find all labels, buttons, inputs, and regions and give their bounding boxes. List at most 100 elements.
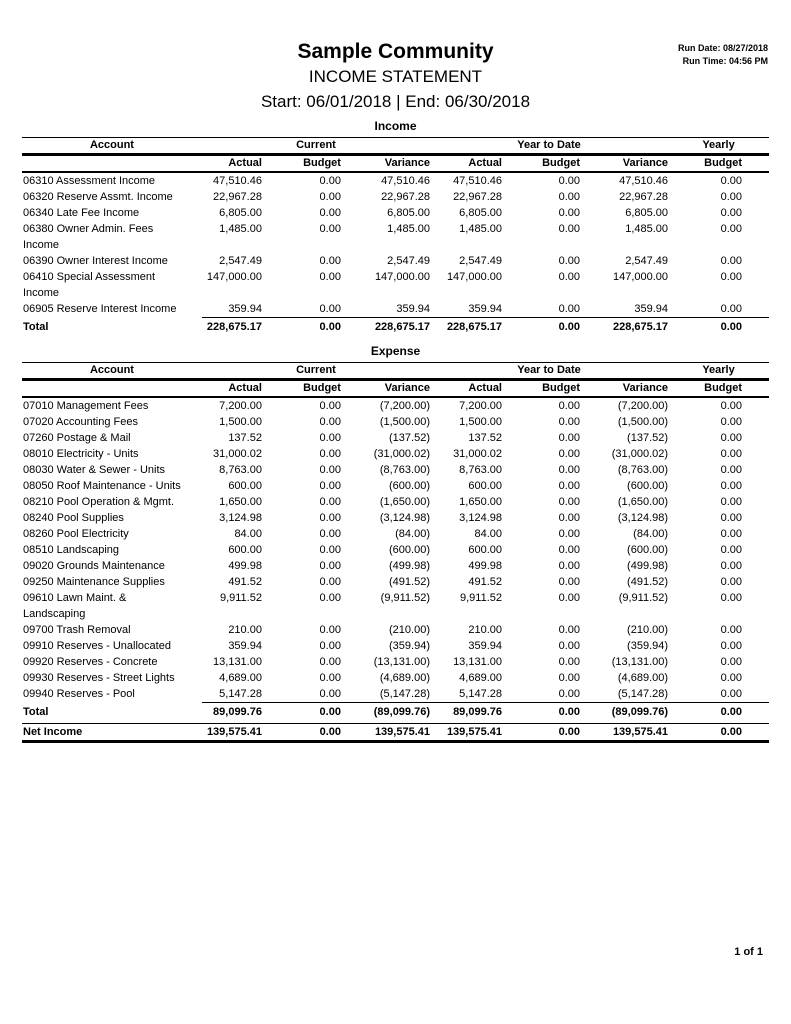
value-cell: (5,147.28) bbox=[617, 688, 669, 700]
value-cell: (359.94) bbox=[627, 640, 669, 652]
value-cell: 210.00 bbox=[228, 624, 262, 636]
table-row: 06390 Owner Interest Income 2,547.49 0.00 2… bbox=[22, 253, 769, 269]
total-value-cell: 228,675.17 bbox=[340, 317, 430, 338]
account-cell: 09020 Grounds Maintenance bbox=[22, 560, 165, 572]
value-cell: (4,689.00) bbox=[617, 672, 669, 684]
page-number: 1 of 1 bbox=[734, 946, 763, 958]
value-cell: 31,000.02 bbox=[453, 448, 502, 460]
value-cell: 0.00 bbox=[319, 624, 341, 636]
value-cell: 0.00 bbox=[720, 175, 743, 187]
value-cell: 359.94 bbox=[468, 303, 502, 315]
value-cell: (3,124.98) bbox=[617, 512, 669, 524]
account-cell: 06340 Late Fee Income bbox=[22, 207, 140, 219]
value-cell: 0.00 bbox=[319, 191, 341, 203]
value-cell: 22,967.28 bbox=[619, 191, 669, 203]
value-cell: 0.00 bbox=[720, 303, 743, 315]
value-cell: 0.00 bbox=[720, 480, 743, 492]
value-cell: 0.00 bbox=[720, 416, 743, 428]
value-cell: 0.00 bbox=[558, 416, 580, 428]
group-header-row: Account Current Year to Date Yearly bbox=[21, 362, 770, 381]
value-cell: 0.00 bbox=[319, 400, 341, 412]
table-row: 07020 Accounting Fees 1,500.00 0.00 (1,500.… bbox=[22, 414, 769, 430]
value-cell: 1,485.00 bbox=[219, 223, 262, 235]
value-cell: 0.00 bbox=[720, 432, 743, 444]
value-cell: 1,650.00 bbox=[459, 496, 502, 508]
account-cell: 09700 Trash Removal bbox=[22, 624, 131, 636]
value-cell: (499.98) bbox=[627, 560, 669, 572]
value-cell: 499.98 bbox=[228, 560, 262, 572]
table-row: 09020 Grounds Maintenance 499.98 0.00 (499.… bbox=[22, 558, 769, 574]
value-cell: 0.00 bbox=[319, 576, 341, 588]
value-cell: (7,200.00) bbox=[379, 400, 430, 412]
col-header-budget-yearly: Budget bbox=[668, 379, 770, 398]
value-cell: 0.00 bbox=[720, 640, 743, 652]
value-cell: 3,124.98 bbox=[219, 512, 262, 524]
value-cell: 0.00 bbox=[558, 480, 580, 492]
expense-table: Account Current Year to Date Yearly Actu… bbox=[21, 362, 770, 723]
value-cell: 5,147.28 bbox=[219, 688, 262, 700]
account-cell: 08240 Pool Supplies bbox=[22, 512, 124, 524]
value-cell: 0.00 bbox=[720, 560, 743, 572]
value-cell: 0.00 bbox=[319, 303, 341, 315]
value-cell: 0.00 bbox=[720, 464, 743, 476]
value-cell: 0.00 bbox=[558, 400, 580, 412]
total-value-cell: 0.00 bbox=[261, 317, 341, 338]
table-row: 09250 Maintenance Supplies 491.52 0.00 (491… bbox=[22, 574, 769, 590]
col-header-budget-yearly: Budget bbox=[668, 154, 770, 173]
value-cell: 0.00 bbox=[558, 592, 580, 604]
value-cell: 147,000.00 bbox=[612, 271, 669, 283]
value-cell: 1,485.00 bbox=[387, 223, 430, 235]
col-header-budget-ytd: Budget bbox=[502, 154, 580, 173]
col-header-actual-current: Actual bbox=[201, 379, 262, 398]
total-value-cell: 0.00 bbox=[668, 317, 770, 338]
expense-total-row: Total 89,099.76 0.00 (89,099.76) 89,099.76 0.… bbox=[22, 702, 770, 723]
value-cell: (600.00) bbox=[389, 480, 430, 492]
col-header-account: Account bbox=[21, 137, 202, 156]
col-header-actual-ytd: Actual bbox=[430, 154, 502, 173]
value-cell: 22,967.28 bbox=[381, 191, 430, 203]
value-cell: 84.00 bbox=[474, 528, 502, 540]
expense-section-label: Expense bbox=[370, 344, 421, 358]
value-cell: 0.00 bbox=[720, 656, 743, 668]
value-cell: 0.00 bbox=[720, 191, 743, 203]
table-row: 06320 Reserve Assmt. Income 22,967.28 0.00… bbox=[22, 189, 769, 205]
value-cell: 0.00 bbox=[558, 432, 580, 444]
value-cell: 0.00 bbox=[319, 432, 341, 444]
table-row: 09930 Reserves - Street Lights 4,689.00 0.… bbox=[22, 670, 769, 686]
value-cell: 0.00 bbox=[558, 255, 580, 267]
col-header-yearly: Yearly bbox=[668, 137, 770, 156]
table-row: 09700 Trash Removal 210.00 0.00 (210.00) 210… bbox=[22, 622, 769, 638]
col-header-ytd: Year to Date bbox=[430, 362, 669, 381]
total-value-cell: 89,099.76 bbox=[430, 702, 502, 723]
value-cell: 0.00 bbox=[558, 271, 580, 283]
value-cell: 600.00 bbox=[228, 480, 262, 492]
value-cell: 147,000.00 bbox=[206, 271, 262, 283]
value-cell: 0.00 bbox=[319, 656, 341, 668]
total-value-cell: (89,099.76) bbox=[340, 702, 430, 723]
value-cell: 600.00 bbox=[228, 544, 262, 556]
value-cell: 0.00 bbox=[558, 191, 580, 203]
value-cell: 1,485.00 bbox=[459, 223, 502, 235]
net-income-table: Net Income 139,575.41 0.00 139,575.41 139,57… bbox=[22, 723, 769, 743]
total-value-cell: 0.00 bbox=[262, 723, 341, 743]
account-cell: 09610 Lawn Maint. & Landscaping bbox=[22, 592, 127, 620]
value-cell: 0.00 bbox=[319, 544, 341, 556]
total-value-cell: 228,675.17 bbox=[430, 317, 502, 338]
account-cell: 09920 Reserves - Concrete bbox=[22, 656, 158, 668]
value-cell: 0.00 bbox=[319, 672, 341, 684]
value-cell: (210.00) bbox=[627, 624, 669, 636]
value-cell: 3,124.98 bbox=[459, 512, 502, 524]
value-cell: 0.00 bbox=[558, 560, 580, 572]
community-name: Sample Community bbox=[297, 40, 494, 63]
account-cell: 09940 Reserves - Pool bbox=[22, 688, 135, 700]
table-row: 08050 Roof Maintenance - Units 600.00 0.00… bbox=[22, 478, 769, 494]
account-cell: 08010 Electricity - Units bbox=[22, 448, 139, 460]
account-cell: 08210 Pool Operation & Mgmt. bbox=[22, 496, 174, 508]
total-label-cell: Net Income bbox=[22, 723, 202, 743]
value-cell: 499.98 bbox=[468, 560, 502, 572]
value-cell: (84.00) bbox=[633, 528, 669, 540]
value-cell: 47,510.46 bbox=[213, 175, 262, 187]
account-cell: 07020 Accounting Fees bbox=[22, 416, 138, 428]
value-cell: 6,805.00 bbox=[459, 207, 502, 219]
value-cell: 8,763.00 bbox=[459, 464, 502, 476]
